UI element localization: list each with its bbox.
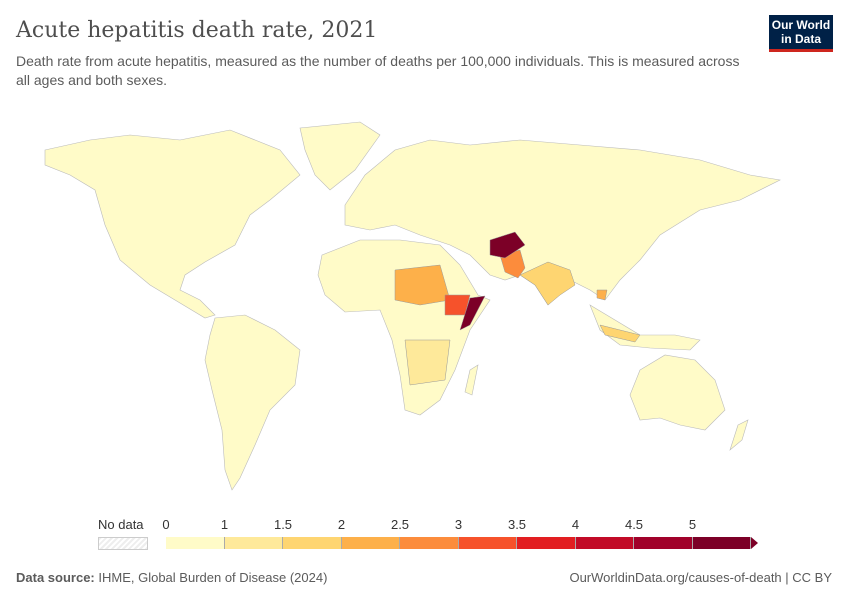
logo-line-2: in Data xyxy=(780,32,821,46)
legend-bin[interactable] xyxy=(517,537,576,549)
eurasia xyxy=(344,139,781,306)
south-america xyxy=(204,314,301,491)
legend-bin[interactable] xyxy=(283,537,342,549)
southern-africa-region xyxy=(404,339,451,386)
india xyxy=(519,261,576,306)
north-america xyxy=(44,129,301,319)
legend-tick-label: 1.5 xyxy=(273,517,293,532)
legend-no-data-label: No data xyxy=(98,517,144,532)
legend-arrow xyxy=(751,537,758,549)
legend-tick-label: 3 xyxy=(454,517,463,532)
legend-bin[interactable] xyxy=(575,537,634,549)
legend-bin[interactable] xyxy=(166,537,225,549)
source-url[interactable]: OurWorldinData.org/causes-of-death | CC … xyxy=(569,570,832,585)
legend-tick-label: 4 xyxy=(571,517,580,532)
sudan-chad xyxy=(394,264,451,306)
australia xyxy=(629,354,726,431)
legend-bin[interactable] xyxy=(224,537,283,549)
greenland xyxy=(299,121,381,191)
chart-subtitle: Death rate from acute hepatitis, measure… xyxy=(16,53,740,88)
afghanistan xyxy=(489,231,526,259)
data-source-label: Data source: xyxy=(16,570,95,585)
legend-color-bar xyxy=(166,537,758,549)
new-zealand xyxy=(729,419,749,451)
legend-tick-label: 2.5 xyxy=(390,517,410,532)
data-source: Data source: IHME, Global Burden of Dise… xyxy=(16,570,327,585)
legend-bin[interactable] xyxy=(692,537,751,549)
logo-line-1: Our World xyxy=(771,18,831,32)
madagascar xyxy=(464,364,479,396)
legend-tick-label: 3.5 xyxy=(507,517,527,532)
legend-bin[interactable] xyxy=(634,537,693,549)
legend-bin[interactable] xyxy=(458,537,517,549)
legend-tick-label: 4.5 xyxy=(624,517,644,532)
data-source-text[interactable]: IHME, Global Burden of Disease (2024) xyxy=(98,570,328,585)
legend-bin[interactable] xyxy=(341,537,400,549)
legend-tick-label: 5 xyxy=(688,517,697,532)
legend-tick-label: 0 xyxy=(162,517,170,532)
owid-logo[interactable]: Our World in Data xyxy=(769,15,833,52)
legend-tick-label: 1 xyxy=(220,517,229,532)
africa xyxy=(317,239,491,416)
somalia xyxy=(459,295,486,331)
legend-tick-label: 2 xyxy=(337,517,346,532)
chart-title: Acute hepatitis death rate, 2021 xyxy=(16,18,378,43)
indonesia xyxy=(599,324,641,343)
world-map[interactable] xyxy=(0,110,850,510)
legend-no-data-swatch xyxy=(98,537,148,550)
legend-bin[interactable] xyxy=(400,537,459,549)
cambodia xyxy=(596,289,608,301)
southeast-asia-islands xyxy=(589,304,701,351)
